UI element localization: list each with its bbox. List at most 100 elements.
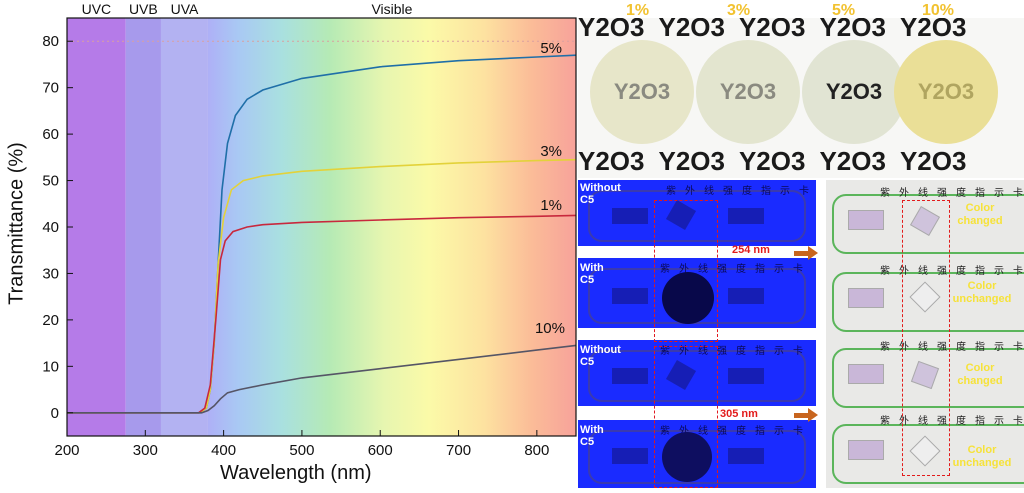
uv-rect xyxy=(612,288,648,304)
x-tick-label: 800 xyxy=(524,442,549,459)
white-card xyxy=(832,348,1024,408)
white-card-title: 紫外线强度指示卡 xyxy=(880,342,1024,353)
x-tick-label: 400 xyxy=(211,442,236,459)
white-card xyxy=(832,272,1024,332)
series-line xyxy=(67,344,577,414)
y2o3-text: Y2O3 xyxy=(738,146,806,176)
y2o3-text: Y2O3 xyxy=(899,146,967,176)
uv-panel-3: 紫外线强度指示卡 Without C5 xyxy=(578,340,816,406)
uv-rect xyxy=(612,208,648,224)
white-card-photo: 紫外线强度指示卡 紫外线强度指示卡 紫外线强度指示卡 紫外线强度指示卡 Colo… xyxy=(826,180,1024,488)
y2o3-text: Y2O3 xyxy=(819,146,886,176)
panel-label-4: With C5 xyxy=(580,424,604,448)
dashed-box-blue-bottom xyxy=(654,346,718,488)
x-tick-label: 700 xyxy=(446,442,471,459)
y2o3-text: Y2O3 xyxy=(658,18,725,42)
axis-y-label: Transmittance (%) xyxy=(5,142,28,305)
y2o3-text: Y2O3 xyxy=(658,146,725,176)
series-label: 5% xyxy=(540,40,562,57)
panel-label-3: Without C5 xyxy=(580,344,621,368)
uv-rect xyxy=(612,448,648,464)
arrow-head-icon xyxy=(808,246,818,260)
arrow-head-icon xyxy=(808,408,818,422)
arrow-body xyxy=(794,413,808,418)
y2o3-text: Y2O3 xyxy=(899,18,967,42)
x-tick-label: 300 xyxy=(133,442,158,459)
disc-3pct: Y2O3 xyxy=(696,40,800,144)
panel-label-2: With C5 xyxy=(580,262,604,286)
y2o3-text: Y2O3 xyxy=(819,18,886,42)
white-card-title: 紫外线强度指示卡 xyxy=(880,416,1024,427)
region-label: Visible xyxy=(371,1,412,17)
uv-panel-2: 紫外线强度指示卡 With C5 xyxy=(578,258,816,328)
y-tick-label: 70 xyxy=(42,80,59,97)
y-tick-label: 60 xyxy=(42,126,59,143)
disc-text: Y2O3 xyxy=(719,79,777,104)
percent-label-3: 3% xyxy=(727,2,751,19)
x-tick-label: 600 xyxy=(368,442,393,459)
purple-swatch xyxy=(848,210,884,230)
disc-photo: Y2O3 Y2O3 Y2O3 Y2O3 Y2O3 Y2O3 Y2O3 Y2O3 … xyxy=(578,18,1024,178)
uv-card xyxy=(588,350,806,402)
uv-card-title: 紫外线强度指示卡 xyxy=(660,346,812,357)
region-label: UVB xyxy=(129,1,158,17)
chart-svg: 200 300 400 500 600 700 800 0 10 20 30 40 50 60 70 80 U… xyxy=(42,1,577,459)
y2o3-text-row-top: Y2O3 Y2O3 Y2O3 Y2O3 Y2O3 xyxy=(578,18,1024,43)
white-card xyxy=(832,424,1024,484)
uv-rect xyxy=(728,368,764,384)
white-card xyxy=(832,194,1024,254)
y-tick-label: 40 xyxy=(42,219,59,236)
series-label: 1% xyxy=(540,197,562,214)
y2o3-text: Y2O3 xyxy=(578,146,645,176)
series-line xyxy=(67,158,577,414)
disc-text: Y2O3 xyxy=(825,79,883,104)
disc-5pct: Y2O3 xyxy=(802,40,906,144)
panel-label-1: Without C5 xyxy=(580,182,621,206)
arrow-body xyxy=(794,251,808,256)
y-tick-label: 20 xyxy=(42,312,59,329)
disc-text: Y2O3 xyxy=(917,79,975,104)
uv-rect xyxy=(612,368,648,384)
x-tick-label: 200 xyxy=(54,442,79,459)
uv-dark-disc xyxy=(662,432,712,482)
purple-swatch xyxy=(848,288,884,308)
disc-1pct: Y2O3 xyxy=(590,40,694,144)
result-label-1: Color changed xyxy=(957,202,1003,227)
uv-card xyxy=(588,430,806,484)
uv-card xyxy=(588,190,806,242)
y2o3-text: Y2O3 xyxy=(578,18,645,42)
series-label: 3% xyxy=(540,143,562,160)
white-card-title: 紫外线强度指示卡 xyxy=(880,188,1024,199)
percent-label-10: 10% xyxy=(922,2,955,19)
white-card-title: 紫外线强度指示卡 xyxy=(880,266,1024,277)
uv-card xyxy=(588,268,806,324)
region-label: UVC xyxy=(82,1,112,17)
y2o3-text-row-bottom: Y2O3 Y2O3 Y2O3 Y2O3 Y2O3 xyxy=(578,146,1024,177)
transmittance-chart: 200 300 400 500 600 700 800 0 10 20 30 40 50 60 70 80 U… xyxy=(5,1,577,484)
percent-label-5: 5% xyxy=(832,2,856,19)
uv-rect xyxy=(728,208,764,224)
uv-card-title: 紫外线强度指示卡 xyxy=(660,264,812,275)
wavelength-label-254: 254 nm xyxy=(732,244,770,256)
uv-card-title: 紫外线强度指示卡 xyxy=(666,186,816,197)
y-tick-label: 50 xyxy=(42,173,59,190)
x-tick-label: 500 xyxy=(289,442,314,459)
purple-swatch xyxy=(848,364,884,384)
dashed-box-blue-top xyxy=(654,200,718,342)
disc-text: Y2O3 xyxy=(613,79,671,104)
region-uvb xyxy=(125,18,161,436)
uv-panel-4: 紫外线强度指示卡 With C5 xyxy=(578,420,816,488)
percent-label-1: 1% xyxy=(626,2,650,19)
y-tick-label: 10 xyxy=(42,358,59,375)
series-label: 10% xyxy=(535,320,565,337)
region-visible xyxy=(207,18,576,436)
uv-dark-disc xyxy=(662,272,714,324)
uv-rect xyxy=(728,448,764,464)
y-tick-label: 0 xyxy=(51,405,59,422)
uv-card-title: 紫外线强度指示卡 xyxy=(660,426,812,437)
region-uvc xyxy=(67,18,126,436)
wavelength-label-305: 305 nm xyxy=(720,408,758,420)
y-tick-label: 80 xyxy=(42,33,59,50)
result-label-2: Color unchanged xyxy=(952,280,1012,305)
region-label: UVA xyxy=(171,1,199,17)
